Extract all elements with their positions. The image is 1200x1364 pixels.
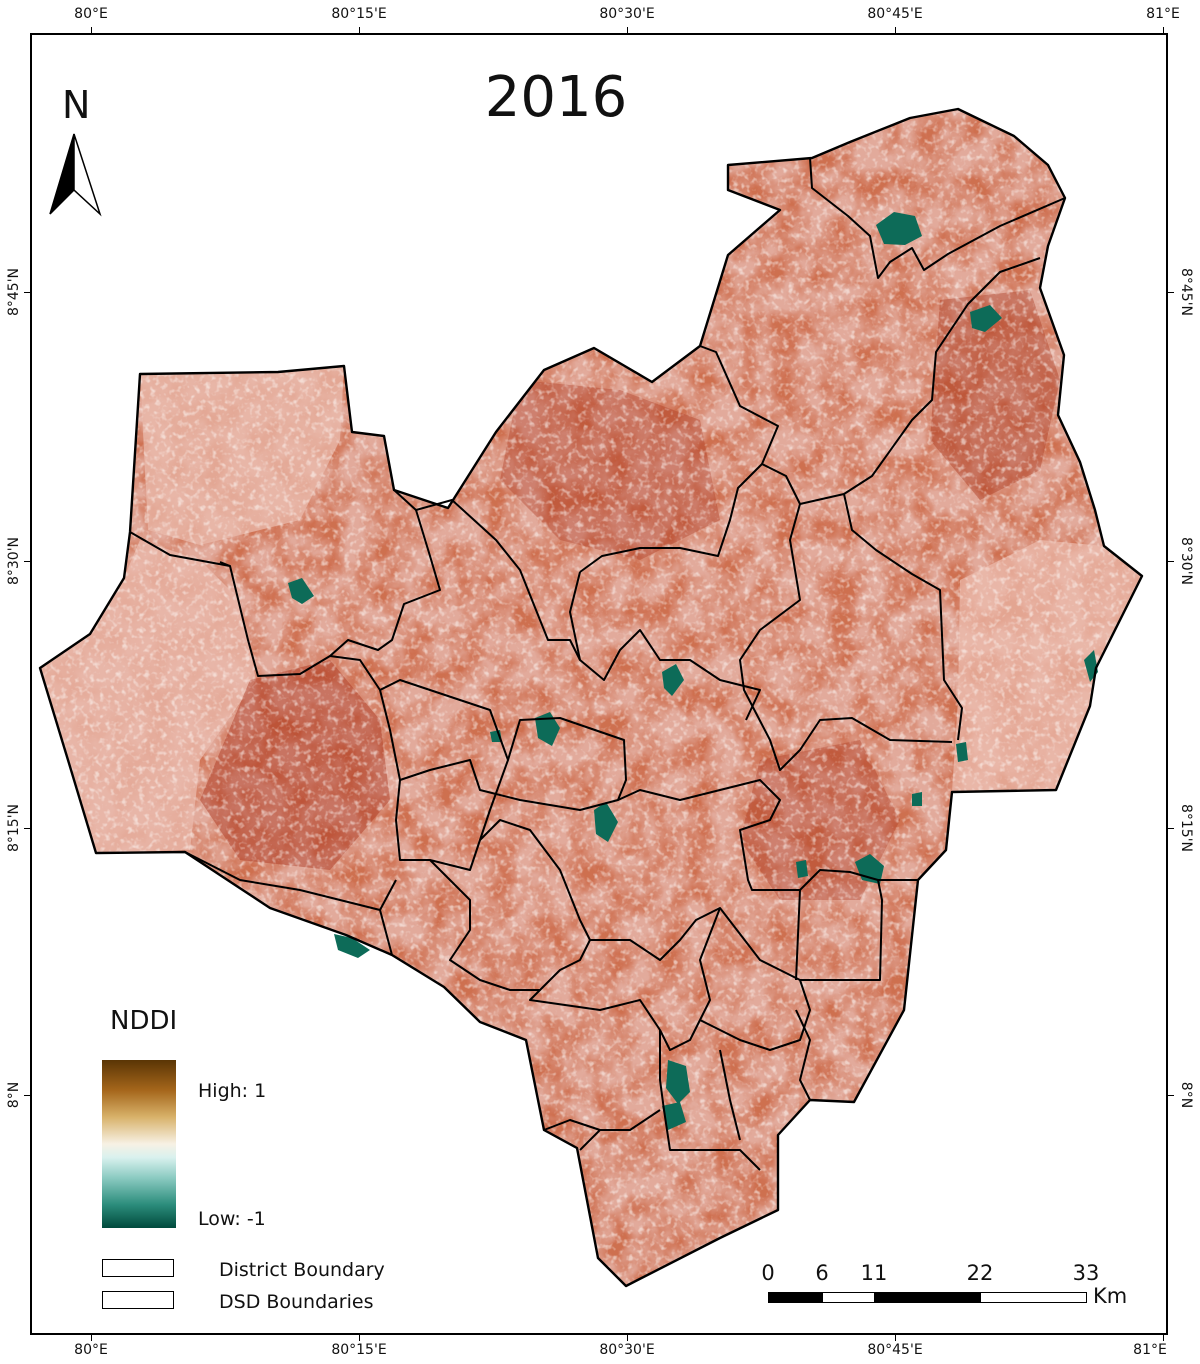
- lon-label-bottom-81e: 81°E: [1133, 1342, 1167, 1358]
- tick-left-845n: [24, 292, 32, 293]
- scale-bar-segment: [768, 1292, 823, 1303]
- wet-patch: [970, 305, 1002, 332]
- dsd-boundary-line: [809, 157, 1066, 279]
- tick-bottom-8030e: [627, 1333, 628, 1341]
- wet-patch: [666, 1060, 690, 1104]
- scale-bar-segment: [874, 1292, 981, 1303]
- scale-tick-label: 0: [761, 1261, 775, 1285]
- tick-left-815n: [24, 828, 32, 829]
- dsd-boundary-line: [393, 489, 581, 661]
- lon-label-top-8015e: 80°15'E: [331, 6, 387, 22]
- dsd-boundary-line: [569, 571, 761, 721]
- wet-patch: [796, 860, 808, 878]
- tick-right-8n: [1166, 1095, 1174, 1096]
- dsd-boundary-line: [395, 759, 509, 871]
- north-arrow-icon: [49, 133, 102, 217]
- wet-patch: [662, 1102, 686, 1130]
- tick-left-830n: [24, 561, 32, 562]
- tick-right-815n: [1166, 828, 1174, 829]
- nddi-color-ramp: [102, 1060, 176, 1228]
- scale-bar-segment: [822, 1292, 875, 1303]
- dsd-boundary-symbol: [102, 1291, 174, 1309]
- tick-right-845n: [1166, 292, 1174, 293]
- wet-patch: [535, 712, 560, 746]
- dsd-boundary-line: [129, 531, 401, 781]
- wet-patch: [288, 578, 314, 604]
- dsd-boundary-line: [843, 493, 963, 741]
- legend-low-label: Low: -1: [198, 1208, 266, 1230]
- lon-label-top-8045e: 80°45'E: [867, 6, 923, 22]
- scale-tick-label: 6: [815, 1261, 829, 1285]
- dsd-boundary-line: [379, 679, 627, 811]
- tick-top-80e: [91, 27, 92, 35]
- wet-patch: [956, 742, 968, 762]
- legend-high-label: High: 1: [198, 1080, 267, 1102]
- scale-tick-label: 33: [1072, 1261, 1100, 1285]
- tick-right-830n: [1166, 561, 1174, 562]
- map-title: 2016: [484, 65, 628, 130]
- tick-top-8015e: [359, 27, 360, 35]
- wet-patch: [876, 212, 922, 245]
- tick-bottom-8045e: [895, 1333, 896, 1341]
- lon-label-bottom-8045e: 80°45'E: [867, 1342, 923, 1358]
- lon-label-bottom-80e: 80°E: [74, 1342, 108, 1358]
- dsd-boundary-line: [479, 779, 883, 981]
- dsd-boundary-line: [529, 907, 721, 1051]
- wet-patch: [662, 664, 684, 696]
- tick-bottom-80e: [91, 1333, 92, 1341]
- tick-top-8045e: [895, 27, 896, 35]
- tick-bottom-8015e: [359, 1333, 360, 1341]
- tick-bottom-81e: [1163, 1333, 1164, 1341]
- dsd-boundary-line: [739, 503, 953, 771]
- dsd-boundary-line: [219, 509, 441, 657]
- lon-label-top-8030e: 80°30'E: [599, 6, 655, 22]
- tick-top-81e: [1163, 27, 1164, 35]
- dsd-boundary-line: [579, 463, 763, 573]
- district-boundary-symbol: [102, 1259, 174, 1277]
- tick-left-8n: [24, 1095, 32, 1096]
- dsd-boundary-line: [543, 1109, 661, 1151]
- scale-tick-label: 22: [966, 1261, 994, 1285]
- dsd-boundary-label: DSD Boundaries: [219, 1291, 374, 1313]
- lon-label-top-81e: 81°E: [1146, 6, 1180, 22]
- dsd-boundary-line: [659, 979, 811, 1171]
- legend-title: NDDI: [110, 1006, 178, 1036]
- scale-tick-label: 11: [860, 1261, 888, 1285]
- north-letter: N: [62, 83, 91, 127]
- tick-top-8030e: [627, 27, 628, 35]
- dsd-boundaries: [129, 157, 1066, 1171]
- lon-label-bottom-8015e: 80°15'E: [331, 1342, 387, 1358]
- dsd-boundary-line: [719, 1009, 811, 1141]
- scale-unit-label: Km: [1093, 1284, 1128, 1308]
- wet-patch: [594, 802, 618, 842]
- lon-label-top-80e: 80°E: [74, 6, 108, 22]
- dsd-boundary-line: [184, 851, 591, 991]
- district-boundary-label: District Boundary: [219, 1259, 385, 1281]
- dsd-boundary-line: [795, 879, 918, 981]
- district-boundary-line: [38, 107, 1144, 1288]
- wet-patch: [912, 792, 922, 806]
- wet-patch: [334, 934, 370, 958]
- lon-label-bottom-8030e: 80°30'E: [599, 1342, 655, 1358]
- scale-bar-segment: [980, 1292, 1087, 1303]
